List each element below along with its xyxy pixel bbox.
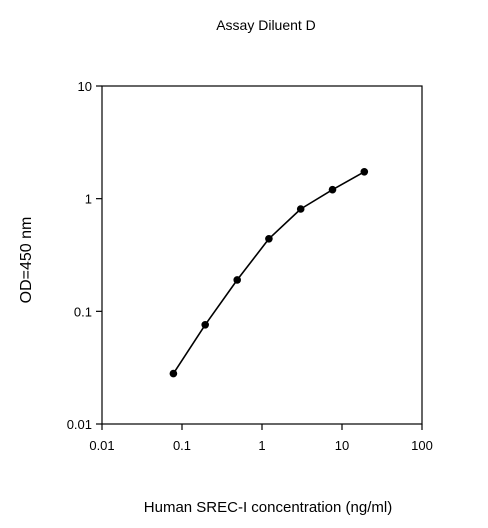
x-tick-label: 100 xyxy=(411,438,433,453)
data-point xyxy=(328,185,337,194)
data-point xyxy=(360,168,369,176)
data-point xyxy=(296,205,305,213)
series-line xyxy=(172,171,365,375)
data-point xyxy=(233,276,241,284)
x-tick-label: 10 xyxy=(335,438,349,453)
chart-title: Assay Diluent D xyxy=(216,17,316,33)
y-tick-label: 1 xyxy=(85,192,92,207)
y-tick-label: 10 xyxy=(78,79,92,94)
x-axis-title: Human SREC-I concentration (ng/ml) xyxy=(144,499,392,516)
plot-frame xyxy=(101,85,423,425)
y-axis-title: OD=450 nm xyxy=(18,217,35,304)
data-point xyxy=(169,369,178,378)
y-tick-label: 0.01 xyxy=(67,417,92,432)
data-point xyxy=(265,235,273,243)
data-point xyxy=(201,321,209,329)
x-tick-label: 0.1 xyxy=(173,438,191,453)
x-tick-label: 0.01 xyxy=(89,438,114,453)
y-tick-label: 0.1 xyxy=(74,304,92,319)
plot-area: 0.01 0.1 1 10 0.01 0.1 1 10 100 xyxy=(67,79,433,453)
x-tick-label: 1 xyxy=(258,438,265,453)
